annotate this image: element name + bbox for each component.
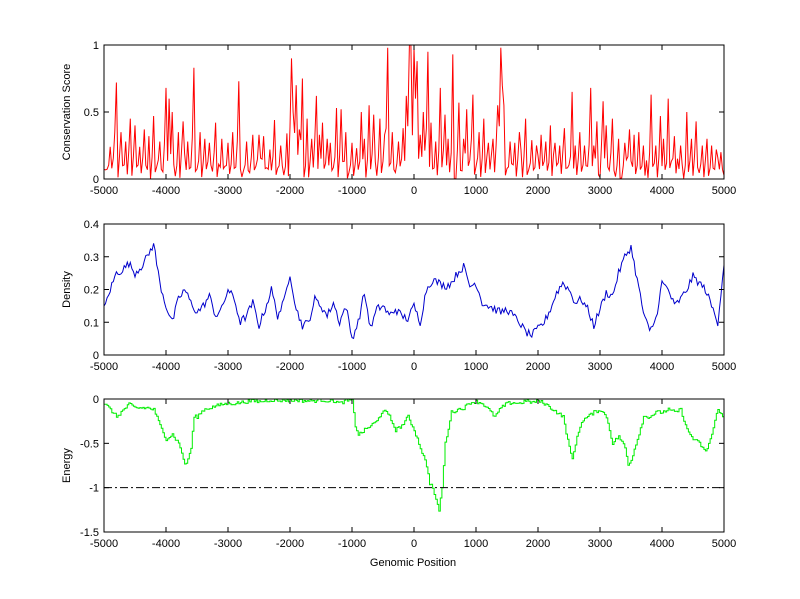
y-tick-label: 0.4 (84, 219, 99, 231)
x-tick-label: -5000 (90, 361, 118, 373)
conservation-y-axis-label: Conservation Score (61, 64, 73, 161)
x-tick-label: -1000 (338, 185, 366, 197)
y-tick-label: 0.1 (84, 317, 99, 329)
x-tick-label: 3000 (588, 538, 612, 550)
y-tick-label: 0.3 (84, 252, 99, 264)
density-y-axis-label: Density (61, 271, 73, 308)
x-tick-label: 4000 (650, 538, 674, 550)
x-tick-label: -5000 (90, 185, 118, 197)
x-tick-label: -2000 (276, 185, 304, 197)
y-tick-label: 0 (93, 350, 99, 362)
x-tick-label: -5000 (90, 538, 118, 550)
x-tick-label: -4000 (152, 361, 180, 373)
x-tick-label: 3000 (588, 185, 612, 197)
density-series-line (104, 243, 724, 340)
x-tick-label: -2000 (276, 361, 304, 373)
x-tick-label: 3000 (588, 361, 612, 373)
x-tick-label: -2000 (276, 538, 304, 550)
density-panel: -5000 -4000 -3000 -2000 -1000 0 1000 2000 3000 40… (61, 219, 736, 373)
x-tick-label: 4000 (650, 185, 674, 197)
x-tick-label: -4000 (152, 538, 180, 550)
x-tick-label: -1000 (338, 361, 366, 373)
x-tick-label: 1000 (464, 361, 488, 373)
x-tick-label: 1000 (464, 185, 488, 197)
chart-panels: -5000 -4000 -3000 -2000 -1000 0 1000 2000 3000 40… (61, 40, 736, 550)
x-tick-label: 2000 (526, 361, 550, 373)
x-tick-label: 5000 (712, 538, 736, 550)
y-tick-label: -0.5 (80, 438, 99, 450)
energy-panel: -5000 -4000 -3000 -2000 -1000 0 1000 2000 3000 40… (61, 394, 736, 550)
y-tick-label: 0 (93, 174, 99, 186)
x-tick-label: -3000 (214, 185, 242, 197)
x-tick-label: 4000 (650, 361, 674, 373)
x-tick-label: -3000 (214, 538, 242, 550)
y-tick-label: 0.5 (84, 107, 99, 119)
x-tick-label: 2000 (526, 538, 550, 550)
x-axis-label: Genomic Position (370, 557, 456, 569)
x-tick-label: 2000 (526, 185, 550, 197)
x-tick-label: 5000 (712, 361, 736, 373)
y-tick-label: 0 (93, 394, 99, 406)
x-tick-label: -1000 (338, 538, 366, 550)
conservation-panel: -5000 -4000 -3000 -2000 -1000 0 1000 2000 3000 40… (61, 40, 736, 197)
energy-series-line (104, 399, 724, 512)
energy-y-axis-label: Energy (61, 448, 73, 483)
y-tick-label: -1.5 (80, 527, 99, 539)
y-tick-label: -1 (89, 483, 99, 495)
x-tick-label: 0 (411, 538, 417, 550)
y-tick-label: 0.2 (84, 285, 99, 297)
x-tick-label: 0 (411, 185, 417, 197)
x-tick-label: 1000 (464, 538, 488, 550)
y-tick-label: 1 (93, 40, 99, 52)
x-tick-label: -4000 (152, 185, 180, 197)
x-tick-label: 5000 (712, 185, 736, 197)
x-tick-label: 0 (411, 361, 417, 373)
x-tick-label: -3000 (214, 361, 242, 373)
